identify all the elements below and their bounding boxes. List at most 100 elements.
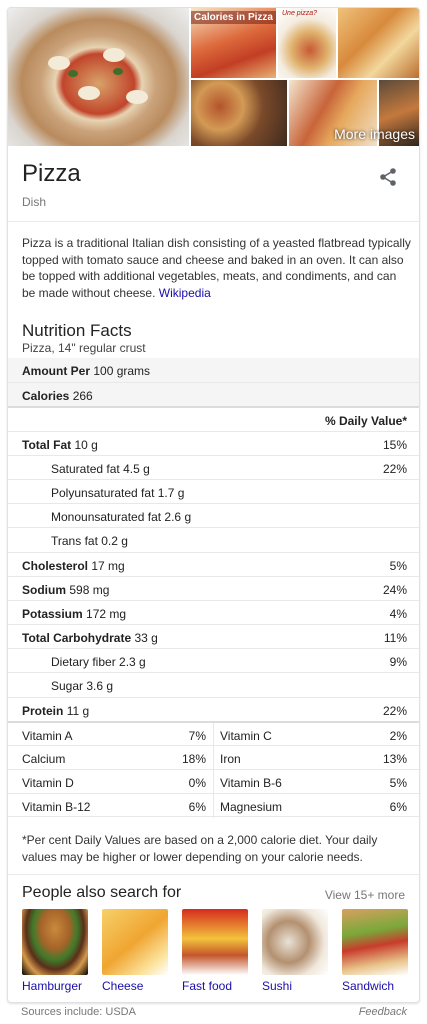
- vitamin-dv: 6%: [389, 799, 407, 814]
- sources-text: Sources include: USDA: [21, 1006, 136, 1018]
- nutrient-amount: 172 mg: [86, 606, 127, 621]
- divider: [8, 221, 419, 222]
- nutrient-name: Saturated fat: [51, 461, 120, 476]
- entity-title: Pizza: [22, 160, 81, 187]
- daily-value-footnote: *Per cent Daily Values are based on a 2,…: [22, 833, 378, 864]
- fast-food-thumbnail[interactable]: [182, 909, 248, 975]
- pas-item-cheese[interactable]: Cheese: [102, 909, 168, 993]
- nutrient-row-cholesterol: Cholesterol 17 mg 5%: [8, 551, 419, 576]
- nutrient-amount: 3.6 g: [86, 679, 114, 694]
- vitamin-dv: 7%: [188, 728, 206, 743]
- pas-item-label[interactable]: Sushi: [262, 979, 293, 993]
- nutrient-amount: 598 mg: [69, 582, 110, 597]
- vitamin-dv: 18%: [181, 751, 206, 766]
- nutrient-row-dietary-fiber: Dietary fiber 2.3 g 9%: [8, 648, 419, 672]
- vitamin-name: Vitamin D: [22, 775, 74, 790]
- vitamin-row: Vitamin A 7% Vitamin C 2%: [8, 720, 419, 747]
- view-more-link[interactable]: View 15+ more: [324, 888, 405, 902]
- vitamin-dv: 13%: [382, 751, 407, 766]
- nutrient-dv: 22%: [382, 461, 407, 476]
- nutrition-serving: Pizza, 14" regular crust: [22, 341, 146, 355]
- calories-image[interactable]: Calories in Pizza: [191, 8, 276, 78]
- vitamin-row: Vitamin B-12 6% Magnesium 6%: [8, 792, 419, 818]
- vitamin-name: Vitamin A: [22, 728, 73, 743]
- description: Pizza is a traditional Italian dish cons…: [22, 235, 412, 301]
- pas-item-label[interactable]: Hamburger: [22, 979, 83, 993]
- pas-item-sushi[interactable]: Sushi: [262, 909, 328, 993]
- nutrient-dv: 11%: [383, 631, 407, 646]
- nutrient-name: Protein: [22, 703, 64, 718]
- sandwich-thumbnail[interactable]: [342, 909, 408, 975]
- vitamin-name: Magnesium: [220, 799, 283, 814]
- nutrition-title: Nutrition Facts: [22, 321, 132, 340]
- hamburger-thumbnail[interactable]: [22, 909, 88, 975]
- vitamin-dv: 2%: [389, 728, 407, 743]
- vitamin-name: Iron: [220, 751, 241, 766]
- nutrient-name: Cholesterol: [22, 558, 89, 573]
- nutrient-dv: 5%: [389, 558, 407, 573]
- share-icon[interactable]: [377, 166, 399, 188]
- column-separator: [213, 793, 214, 818]
- nutrient-name: Sodium: [22, 582, 66, 597]
- nutrient-row-protein: Protein 11 g 22%: [8, 696, 419, 721]
- sushi-thumbnail[interactable]: [262, 909, 328, 975]
- pizza-slice-image[interactable]: [289, 80, 377, 146]
- nutrition-table: Amount Per 100 grams Calories 266 % Dail…: [8, 358, 419, 818]
- wikipedia-link[interactable]: Wikipedia: [158, 285, 211, 300]
- nutrient-row-sodium: Sodium 598 mg 24%: [8, 575, 419, 600]
- calories-image-title: Calories in Pizza: [191, 11, 276, 24]
- cheese-blob: [78, 86, 100, 100]
- nutrient-amount: 17 mg: [91, 558, 125, 573]
- pas-item-sandwich[interactable]: Sandwich: [342, 909, 408, 993]
- pizza-table-image[interactable]: [191, 80, 287, 146]
- nutrient-amount: 2.3 g: [119, 655, 146, 670]
- nutrient-row-total-fat: Total Fat 10 g 15%: [8, 430, 419, 455]
- vitamin-row: Vitamin D 0% Vitamin B-6 5%: [8, 768, 419, 794]
- more-images-link[interactable]: More images: [334, 126, 415, 142]
- pas-item-label[interactable]: Sandwich: [342, 979, 395, 993]
- column-separator: [213, 769, 214, 794]
- nutrient-name: Potassium: [22, 606, 83, 621]
- pas-item-label[interactable]: Fast food: [182, 979, 233, 993]
- column-separator: [213, 745, 214, 770]
- pizza-thumb-image[interactable]: [379, 80, 419, 146]
- nutrient-name: Monounsaturated fat: [51, 510, 162, 525]
- vitamin-name: Vitamin B-6: [220, 775, 282, 790]
- cheese-blob: [126, 90, 148, 104]
- nutrient-row-polyunsaturated-fat: Polyunsaturated fat 1.7 g: [8, 478, 419, 503]
- vitamin-dv: 5%: [389, 775, 407, 790]
- nutrient-name: Sugar: [51, 679, 84, 694]
- nutrient-dv: 15%: [382, 437, 407, 452]
- nutrient-row-sugar: Sugar 3.6 g: [8, 672, 419, 696]
- amount-label: Amount Per: [22, 364, 91, 378]
- nutrient-name: Total Fat: [22, 437, 72, 452]
- description-text: Pizza is a traditional Italian dish cons…: [22, 236, 411, 300]
- image-gallery[interactable]: Calories in Pizza Une pizza? More images: [8, 8, 419, 146]
- pas-item-label[interactable]: Cheese: [102, 979, 144, 993]
- nutrient-dv: 4%: [389, 606, 407, 621]
- pas-item-fast-food[interactable]: Fast food: [182, 909, 248, 993]
- pizza-main-image[interactable]: [8, 8, 189, 146]
- cheese-thumbnail[interactable]: [102, 909, 168, 975]
- nutrient-name: Polyunsaturated fat: [51, 485, 155, 500]
- nutrient-amount: 2.6 g: [164, 510, 192, 525]
- nutrient-amount: 0.2 g: [101, 534, 128, 549]
- feedback-link[interactable]: Feedback: [358, 1006, 407, 1018]
- nutrient-name: Total Carbohydrate: [22, 631, 132, 646]
- nutrient-dv: 24%: [382, 582, 407, 597]
- calories-label: Calories: [22, 389, 70, 404]
- cheese-blob: [48, 56, 70, 70]
- vitamin-name: Vitamin B-12: [22, 799, 91, 814]
- nutrient-amount: 10 g: [74, 437, 98, 452]
- cheese-slice-image[interactable]: [338, 8, 419, 78]
- amount-row: Amount Per 100 grams: [8, 358, 419, 383]
- nutrient-row-monounsaturated-fat: Monounsaturated fat 2.6 g: [8, 503, 419, 527]
- pas-item-hamburger[interactable]: Hamburger: [22, 909, 88, 993]
- one-pizza-image[interactable]: Une pizza?: [278, 8, 336, 78]
- nutrient-name: Dietary fiber: [51, 655, 116, 670]
- amount-value: 100 grams: [93, 364, 151, 378]
- cheese-blob: [103, 48, 125, 62]
- nutrient-name: Trans fat: [51, 534, 98, 549]
- calories-value: 266: [72, 389, 93, 404]
- knowledge-panel: Calories in Pizza Une pizza? More images…: [7, 7, 420, 1003]
